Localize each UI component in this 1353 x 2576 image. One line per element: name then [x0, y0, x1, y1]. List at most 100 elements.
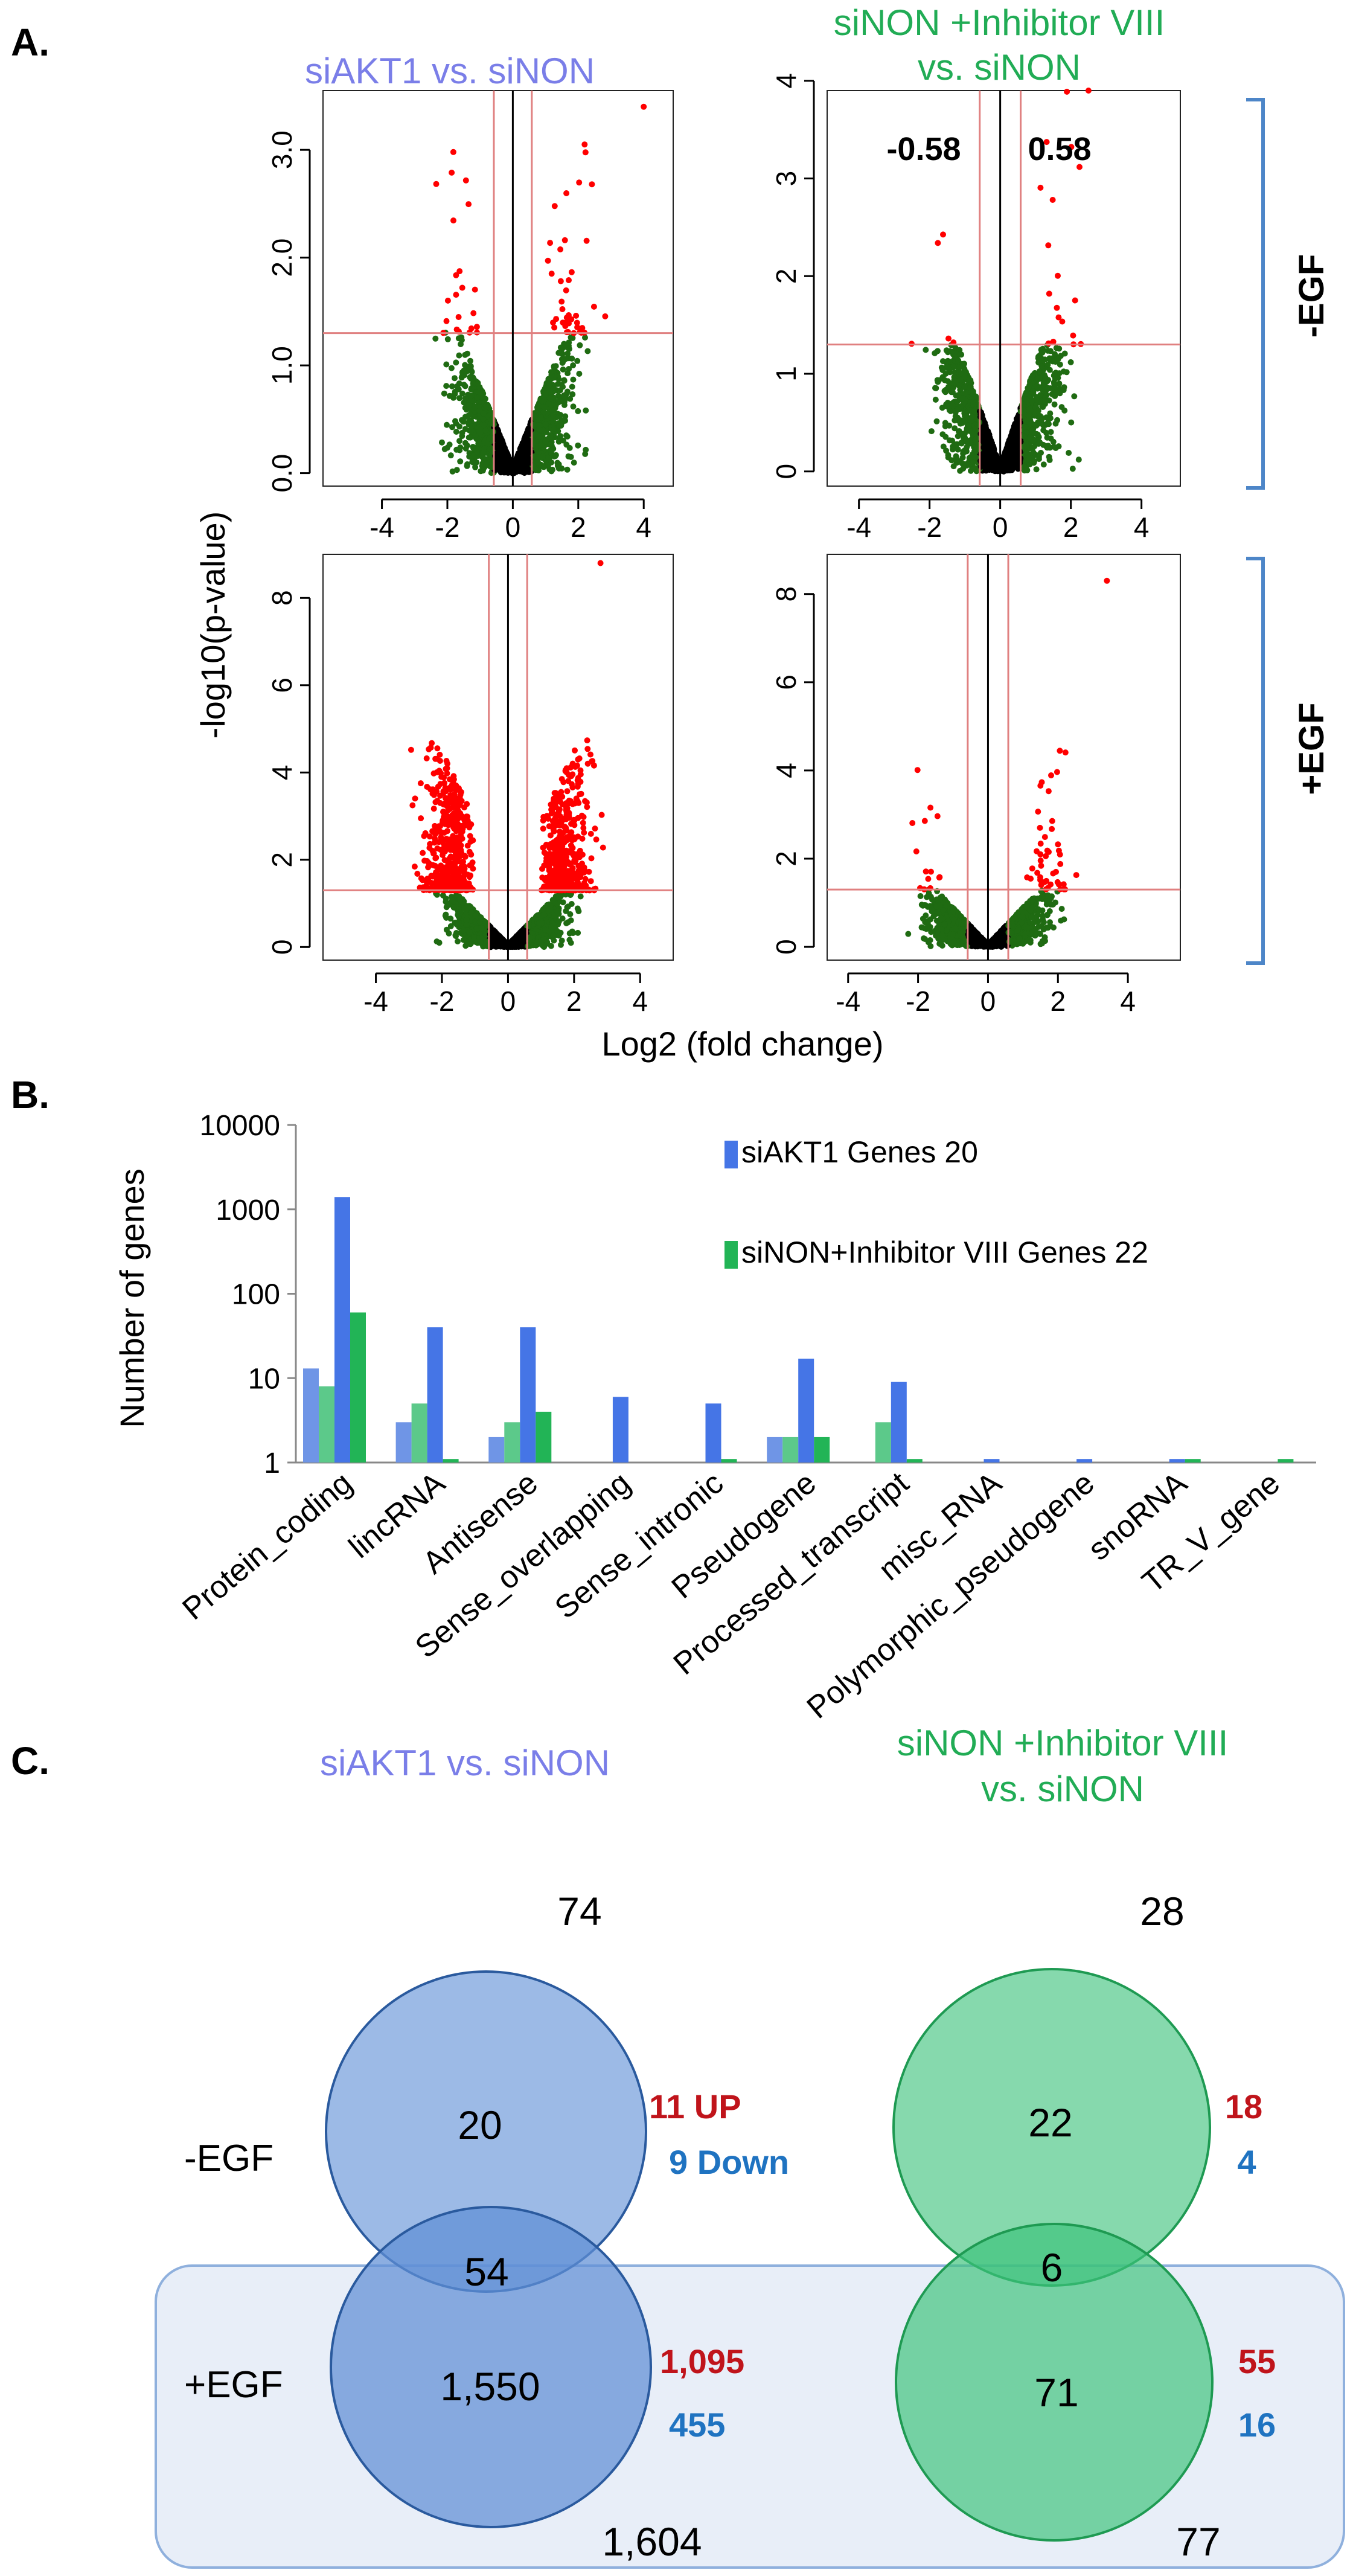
data-point: [496, 441, 502, 448]
data-point-significant: [459, 284, 465, 291]
data-point: [459, 433, 465, 440]
data-point: [973, 446, 979, 452]
data-point: [1046, 453, 1052, 460]
data-point-significant: [455, 314, 462, 320]
data-point: [462, 445, 469, 452]
data-point: [954, 399, 961, 405]
data-point: [538, 441, 545, 448]
data-point-significant: [602, 313, 609, 319]
data-point: [1056, 345, 1063, 352]
data-point: [566, 345, 572, 352]
data-point: [1037, 439, 1043, 446]
data-point: [983, 466, 990, 473]
data-point: [545, 400, 552, 407]
data-point: [945, 366, 952, 373]
data-point: [528, 427, 534, 434]
data-point: [480, 410, 487, 417]
data-point: [964, 438, 970, 445]
data-point: [562, 417, 568, 424]
data-point: [954, 414, 961, 421]
data-point: [1051, 380, 1058, 387]
data-point: [955, 392, 962, 399]
data-point: [486, 435, 493, 442]
data-point: [457, 458, 464, 465]
data-point: [1021, 466, 1028, 472]
y-tick-label: 3.0: [266, 130, 298, 169]
data-point-significant: [553, 316, 560, 322]
data-point: [1030, 437, 1037, 443]
data-point-significant: [566, 277, 572, 283]
data-point: [1032, 421, 1038, 428]
data-point: [453, 359, 459, 366]
bracket-minus-egf: [1246, 98, 1265, 490]
data-point-significant: [551, 324, 558, 331]
data-point: [497, 458, 504, 464]
data-point-significant: [561, 237, 568, 243]
data-point: [977, 463, 984, 470]
volcano-xlabel: Log2 (fold change): [601, 1025, 883, 1063]
data-point: [1040, 461, 1047, 468]
data-point: [467, 434, 474, 441]
data-point: [524, 467, 531, 473]
data-point-significant: [563, 287, 569, 293]
data-point: [563, 356, 569, 362]
data-point: [487, 457, 494, 463]
plot-frame: [322, 554, 674, 961]
data-point: [1068, 419, 1075, 426]
y-tick-label: 1.0: [266, 346, 298, 385]
volcano-plot-siakt1-minus-egf: -4 -2 0 2 40.01.02.03.0: [266, 90, 674, 543]
data-point: [502, 469, 509, 476]
data-point: [433, 938, 440, 945]
data-point: [472, 464, 479, 470]
data-point-significant: [551, 203, 558, 210]
data-point-significant: [565, 312, 572, 318]
data-point: [970, 431, 976, 437]
data-point-significant: [462, 177, 469, 184]
data-point: [557, 344, 564, 351]
data-point: [456, 395, 462, 402]
data-point: [519, 443, 526, 450]
plot-frame: [322, 90, 674, 487]
data-point: [554, 380, 561, 387]
data-point: [962, 447, 968, 453]
data-point: [516, 461, 522, 467]
data-point: [948, 457, 955, 464]
data-point: [982, 458, 988, 464]
data-point-significant: [581, 141, 588, 148]
data-point: [548, 369, 554, 376]
data-point: [1029, 372, 1036, 379]
data-point: [564, 388, 571, 395]
data-point: [994, 461, 1000, 468]
x-tick-label: -2: [435, 511, 460, 543]
data-point: [551, 407, 557, 414]
data-point: [449, 468, 456, 475]
data-point: [1066, 450, 1072, 456]
data-point: [571, 460, 577, 466]
data-point: [961, 360, 967, 367]
data-point-significant: [935, 240, 941, 246]
data-point: [456, 352, 462, 359]
data-point: [961, 383, 968, 390]
data-point: [1002, 456, 1008, 463]
data-point: [570, 376, 577, 383]
y-tick-label: 2.0: [266, 239, 298, 277]
data-point: [449, 424, 455, 431]
data-point: [550, 412, 557, 419]
panel-label-a: A.: [11, 21, 50, 64]
data-point: [468, 423, 475, 430]
data-point: [967, 454, 973, 461]
data-point: [546, 381, 553, 388]
data-point: [1023, 418, 1029, 425]
data-point: [577, 342, 583, 348]
data-point: [449, 383, 455, 389]
data-point: [1060, 386, 1067, 392]
x-tick-label: 2: [571, 511, 586, 543]
data-point: [539, 398, 545, 405]
data-point: [452, 375, 458, 382]
plot-frame: [827, 90, 1181, 487]
data-point: [985, 446, 992, 452]
x-tick-label: -4: [369, 511, 394, 543]
data-point: [469, 458, 476, 465]
data-point: [483, 403, 490, 409]
data-point: [939, 367, 946, 373]
